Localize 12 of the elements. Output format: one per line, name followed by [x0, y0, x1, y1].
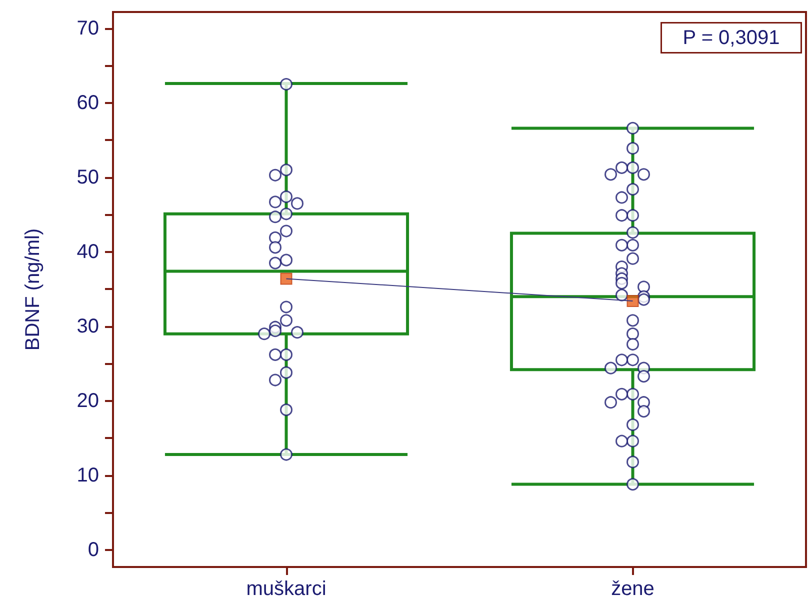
x-tick-label: muškarci [246, 578, 326, 600]
y-tick-label: 70 [76, 17, 99, 40]
y-tick-label: 0 [88, 538, 99, 561]
annotation: P = 0,3091 [682, 26, 780, 49]
y-axis-title: BDNF (ng/ml) [22, 228, 44, 351]
y-tick-label: 40 [76, 240, 99, 263]
y-tick-label: 60 [76, 92, 99, 114]
y-tick-label: 50 [76, 166, 99, 188]
x-tick-label: žene [611, 578, 654, 600]
y-tick-label: 10 [76, 464, 99, 486]
y-tick-label: 20 [76, 390, 99, 412]
y-tick-label: 30 [76, 315, 99, 338]
